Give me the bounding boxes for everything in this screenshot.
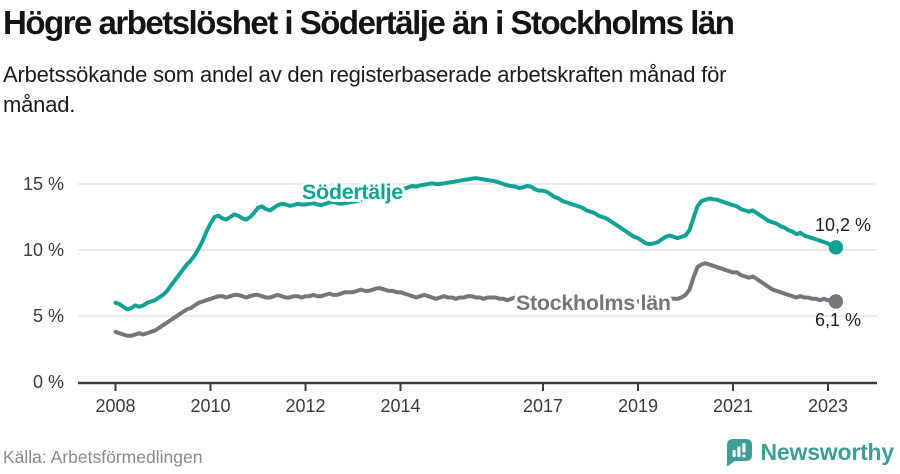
- series-end-value-s-dert-lje: 10,2 %: [815, 215, 871, 235]
- newsworthy-logo: Newsworthy: [724, 437, 894, 468]
- x-tick-label: 2021: [713, 396, 753, 416]
- x-tick-label: 2023: [808, 396, 848, 416]
- x-tick-label: 2019: [618, 396, 658, 416]
- y-tick-label: 10 %: [23, 240, 64, 260]
- series-label-s-dert-lje: Södertälje: [302, 180, 403, 204]
- series-line-stockholms-l-n: [113, 261, 838, 338]
- x-tick-label: 2012: [285, 396, 325, 416]
- x-tick-label: 2008: [95, 396, 135, 416]
- source-note: Källa: Arbetsförmedlingen: [3, 447, 203, 467]
- chart-subtitle: Arbetssökande som andel av den registerb…: [3, 62, 727, 117]
- series-line-s-dert-lje: [113, 176, 838, 312]
- y-tick-label: 5 %: [33, 306, 64, 326]
- series-end-dot-stockholms-l-n: [828, 294, 844, 309]
- series-label-stockholms-l-n: Stockholms län: [516, 291, 671, 315]
- x-tick-label: 2010: [190, 396, 230, 416]
- page-title: Högre arbetslöshet i Södertälje än i Sto…: [3, 4, 735, 41]
- brand-name: Newsworthy: [760, 439, 895, 465]
- x-tick-label: 2014: [380, 396, 420, 416]
- y-tick-label: 15 %: [23, 174, 64, 194]
- series-end-dot-s-dert-lje: [828, 240, 844, 255]
- newsworthy-bubble-chart-icon: [726, 439, 752, 467]
- series-end-value-stockholms-l-n: 6,1 %: [815, 310, 861, 330]
- x-tick-label: 2017: [523, 396, 563, 416]
- y-tick-label: 0 %: [33, 372, 64, 392]
